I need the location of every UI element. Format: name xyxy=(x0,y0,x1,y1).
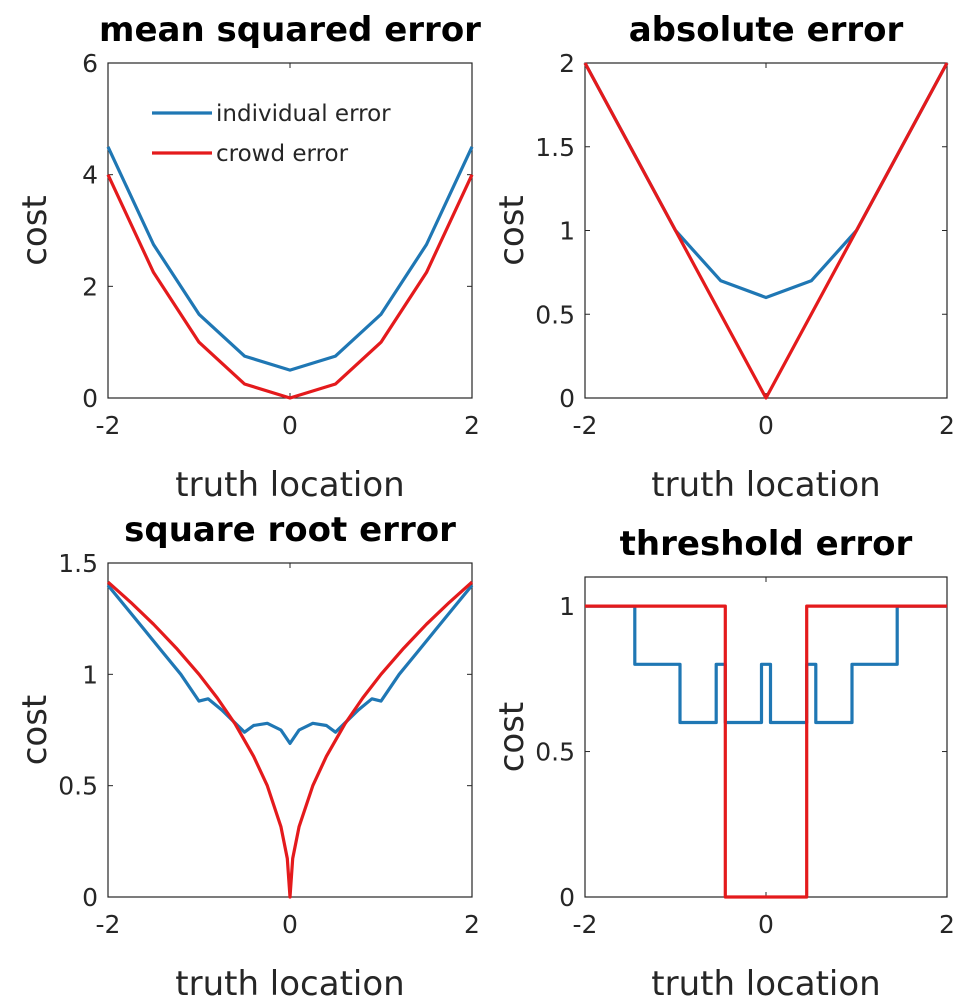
x-tick-label: 2 xyxy=(464,411,480,440)
legend: individual error crowd error xyxy=(152,101,391,167)
series-line-crowd-error xyxy=(106,174,474,400)
series-line-individual-error xyxy=(106,584,474,746)
x-tick-label: 0 xyxy=(282,411,298,440)
axes-frame xyxy=(584,576,948,898)
y-tick-label: 1.5 xyxy=(58,549,98,578)
y-tick-label: 6 xyxy=(82,49,98,78)
series-line-crowd-error xyxy=(106,580,474,899)
y-tick-label: 0 xyxy=(82,883,98,912)
y-tick-label: 2 xyxy=(559,49,575,78)
chart-title: mean squared error xyxy=(99,10,481,50)
x-tick-label: -2 xyxy=(96,910,121,939)
axes-frame xyxy=(107,562,473,898)
y-tick-label: 1.5 xyxy=(535,133,575,162)
y-tick-label: 0.5 xyxy=(535,738,575,767)
x-axis-label: truth location xyxy=(175,465,404,505)
y-tick-label: 0 xyxy=(559,883,575,912)
y-tick-label: 0.5 xyxy=(58,772,98,801)
x-tick-label: 2 xyxy=(464,910,480,939)
axes-frame xyxy=(584,62,948,399)
x-tick-label: -2 xyxy=(573,411,598,440)
series-line-crowd-error xyxy=(583,62,949,400)
axes-frame xyxy=(107,62,473,399)
x-tick-label: 2 xyxy=(939,910,955,939)
x-tick-label: 0 xyxy=(282,910,298,939)
y-tick-label: 1 xyxy=(559,217,575,246)
series-line-individual-error xyxy=(106,146,474,372)
y-axis-label: cost xyxy=(15,195,55,266)
chart-title: square root error xyxy=(124,510,456,550)
y-tick-label: 0.5 xyxy=(535,300,575,329)
x-tick-label: -2 xyxy=(96,411,121,440)
y-tick-label: 0 xyxy=(559,384,575,413)
y-tick-label: 0 xyxy=(82,384,98,413)
legend-entry: crowd error xyxy=(216,141,349,167)
chart-title: threshold error xyxy=(620,524,913,564)
x-tick-label: 2 xyxy=(939,411,955,440)
x-axis-label: truth location xyxy=(651,964,880,1004)
y-axis-label: cost xyxy=(492,195,532,266)
y-axis-label: cost xyxy=(492,702,532,773)
chart-title: absolute error xyxy=(629,10,904,50)
y-tick-label: 4 xyxy=(82,161,98,190)
y-tick-label: 1 xyxy=(82,660,98,689)
y-tick-label: 1 xyxy=(559,592,575,621)
y-tick-label: 2 xyxy=(82,272,98,301)
x-axis-label: truth location xyxy=(175,964,404,1004)
x-axis-label: truth location xyxy=(651,465,880,505)
series-line-crowd-error xyxy=(585,604,947,899)
legend-entry: individual error xyxy=(216,101,391,127)
x-tick-label: -2 xyxy=(573,910,598,939)
x-tick-label: 0 xyxy=(758,411,774,440)
series-line-individual-error xyxy=(585,604,947,725)
y-axis-label: cost xyxy=(15,695,55,766)
x-tick-label: 0 xyxy=(758,910,774,939)
